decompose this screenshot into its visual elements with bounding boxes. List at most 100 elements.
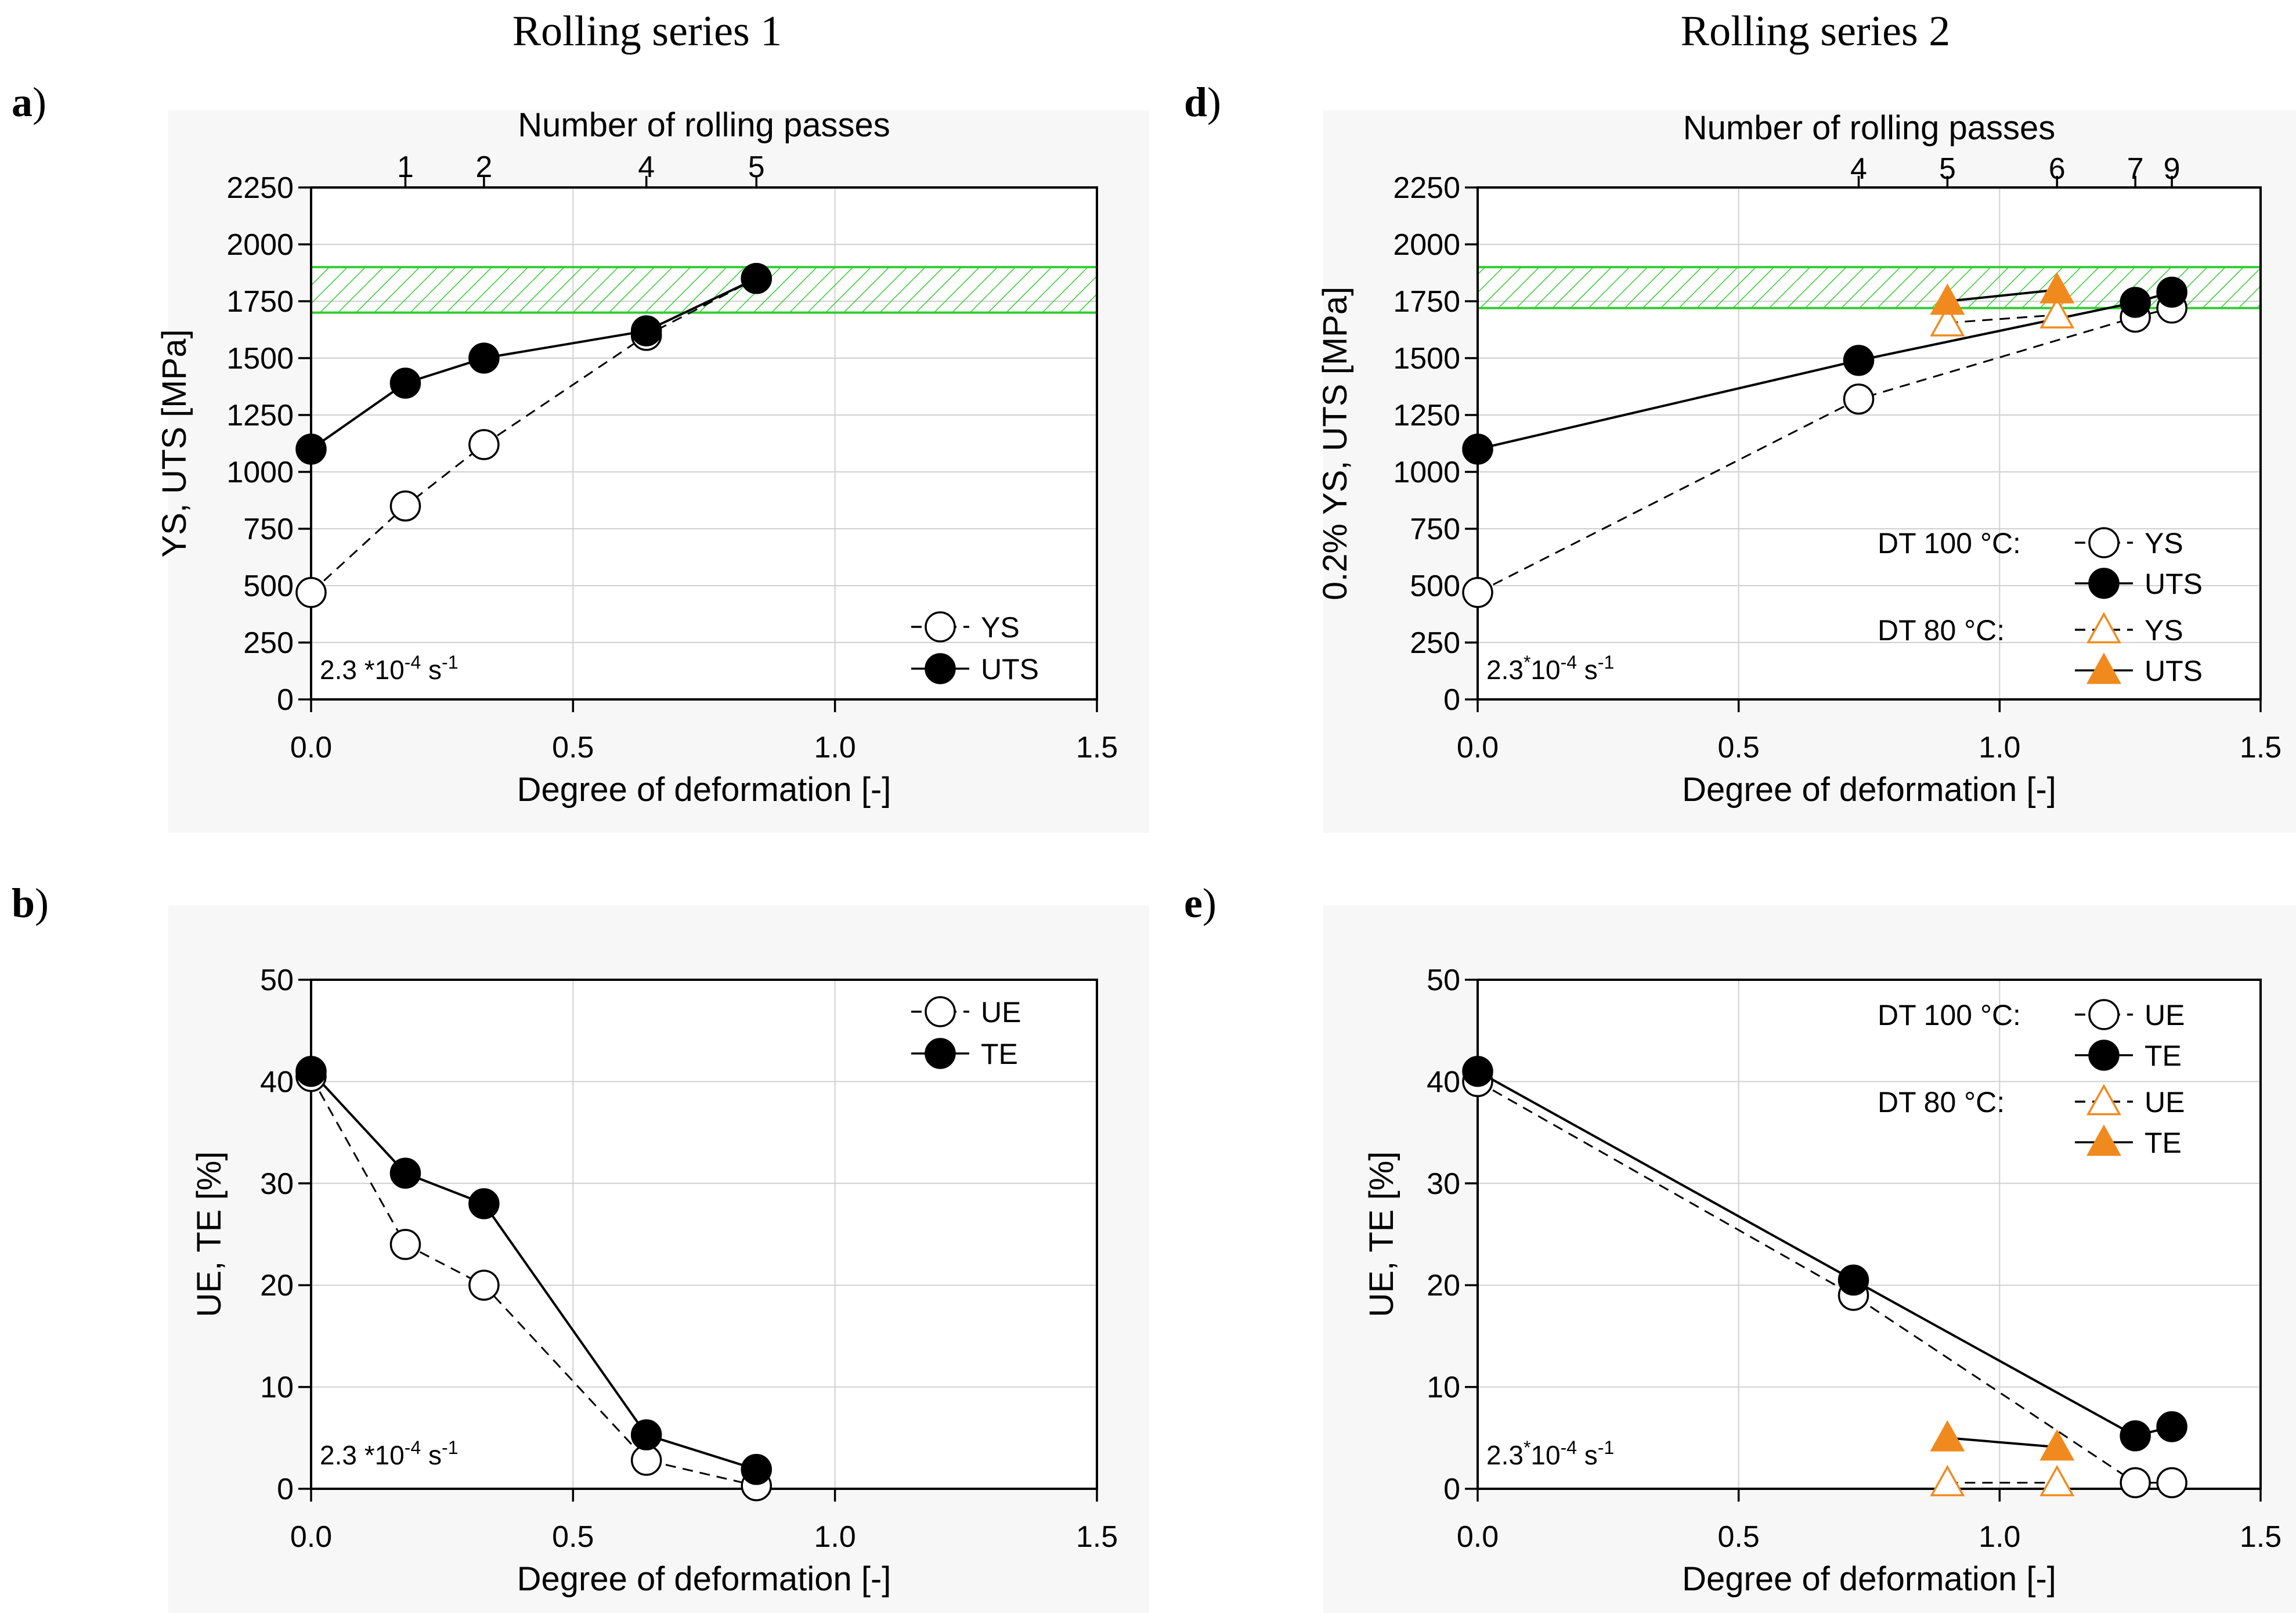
legend-marker-uts xyxy=(2088,568,2120,599)
strain-rate-part: -4 xyxy=(1561,652,1577,673)
y-tick-label: 10 xyxy=(260,1371,294,1405)
data-point-ys xyxy=(295,577,327,608)
y-tick-label: 2000 xyxy=(226,228,294,262)
strain-rate-part: * xyxy=(1524,1437,1530,1458)
x-tick-label: 0.5 xyxy=(552,1520,594,1554)
panel-letter-paren: ) xyxy=(1203,880,1216,926)
legend-label-ys: YS xyxy=(2145,527,2183,560)
y-tick-label: 1250 xyxy=(1393,399,1460,432)
header-rolling-series-1: Rolling series 1 xyxy=(512,8,782,55)
legend-group-label: DT 100 °C: xyxy=(1878,999,2021,1031)
x-tick-label: 1.5 xyxy=(1076,1520,1118,1554)
strain-rate-part: s xyxy=(421,1440,442,1470)
y-tick-label: 30 xyxy=(1427,1167,1460,1201)
data-point-ys xyxy=(389,490,421,522)
plot-area xyxy=(311,187,1097,699)
x-tick-label: 0.0 xyxy=(290,1520,332,1554)
x-tick-label: 0.5 xyxy=(1718,1520,1760,1554)
legend: UE TE xyxy=(911,996,1021,1070)
legend-label-ue: UE xyxy=(981,996,1021,1029)
top-tick-label: 4 xyxy=(638,150,655,184)
x-tick-label: 0.0 xyxy=(1457,731,1499,764)
y-tick-label: 1500 xyxy=(1393,342,1460,376)
panel-letter: b) xyxy=(12,880,49,926)
data-point-uts xyxy=(295,434,327,465)
data-point-uts xyxy=(2156,276,2187,308)
y-axis-label: UE, TE [%] xyxy=(190,1152,228,1318)
header-rolling-series-2: Rolling series 2 xyxy=(1681,8,1951,55)
legend-marker-ue xyxy=(2088,999,2120,1030)
x-tick-label: 1.0 xyxy=(814,731,856,764)
data-point-uts xyxy=(741,263,772,294)
x-tick-label: 1.0 xyxy=(814,1520,856,1554)
legend: DT 100 °C: UE TE DT 80 °C: UE TE xyxy=(1878,999,2185,1159)
series-line-ue xyxy=(1477,1081,2172,1484)
plot-area xyxy=(1478,980,2261,1489)
strain-rate-part: -4 xyxy=(405,652,421,673)
series-line-te xyxy=(1477,1070,2172,1437)
data-point-ue xyxy=(2156,1467,2187,1499)
x-tick-label: 1.5 xyxy=(1076,731,1118,764)
y-axis-label: YS, UTS [MPa] xyxy=(156,329,193,557)
data-point-uts xyxy=(1843,345,1875,376)
y-tick-label: 0 xyxy=(1443,683,1460,717)
data-point-te xyxy=(2120,1420,2151,1452)
x-tick-label: 0.0 xyxy=(290,731,332,764)
top-axis-label: Number of rolling passes xyxy=(1683,109,2056,147)
data-point-te xyxy=(2156,1411,2187,1442)
y-tick-label: 1000 xyxy=(1393,456,1460,489)
y-tick-label: 1500 xyxy=(226,342,294,376)
legend: DT 100 °C: YS UTS DT 80 °C: YS UTS xyxy=(1878,527,2203,687)
strain-rate-part: * xyxy=(1524,652,1530,673)
data-point-ue xyxy=(1930,1464,1965,1496)
strain-rate-label: 2.3 *10-4 s-1 xyxy=(320,652,458,685)
panel-b: b) 0.0 0.5 1.0 1.5 0 10 20 30 40 50 Degree of defor… xyxy=(12,880,1149,1613)
top-axis-label: Number of rolling passes xyxy=(518,106,890,144)
data-point-uts xyxy=(389,367,421,399)
strain-rate-part: s xyxy=(421,655,442,685)
y-tick-label: 500 xyxy=(1410,569,1460,603)
panel-letter-paren: ) xyxy=(35,880,49,926)
legend-marker-te xyxy=(2088,1040,2120,1071)
top-tick-label: 4 xyxy=(1850,152,1867,186)
legend-marker-te xyxy=(2086,1124,2121,1156)
legend-marker-te xyxy=(925,1038,956,1069)
strain-rate-label: 2.3*10-4 s-1 xyxy=(1486,652,1614,685)
strain-rate-part: -4 xyxy=(1561,1437,1577,1458)
series-line-uts xyxy=(1477,291,2172,450)
top-tick-label: 9 xyxy=(2164,152,2181,186)
strain-rate-part: s xyxy=(1577,1440,1598,1470)
data-point-te xyxy=(741,1453,772,1485)
legend-label-ys: YS xyxy=(2145,614,2183,647)
data-point-uts xyxy=(1462,434,1493,465)
data-point-ue xyxy=(389,1229,421,1260)
y-tick-label: 500 xyxy=(243,569,294,603)
series-line-uts xyxy=(1947,288,2057,302)
legend-label-uts: UTS xyxy=(2145,655,2203,687)
legend-label-ue: UE xyxy=(2145,1086,2185,1118)
strain-rate-part: -1 xyxy=(1598,1437,1614,1458)
data-point-ys xyxy=(1843,383,1875,415)
data-point-ue xyxy=(468,1269,500,1301)
legend-marker-ue xyxy=(2086,1084,2121,1116)
y-tick-label: 2250 xyxy=(1393,171,1460,205)
top-tick-label: 5 xyxy=(748,150,765,184)
y-tick-label: 1000 xyxy=(226,456,294,489)
x-axis-label: Degree of deformation [-] xyxy=(1682,1560,2056,1598)
strain-rate-part: -1 xyxy=(442,1437,458,1458)
top-tick-label: 7 xyxy=(2127,152,2144,186)
legend-group-label: DT 80 °C: xyxy=(1878,614,2005,647)
y-tick-label: 0 xyxy=(277,683,294,717)
y-tick-label: 2250 xyxy=(226,171,294,205)
data-point-te xyxy=(1462,1056,1493,1087)
panel-letter: a) xyxy=(12,79,46,125)
legend-marker-ue xyxy=(925,996,956,1027)
strain-rate-part: -4 xyxy=(405,1437,421,1458)
y-tick-label: 750 xyxy=(243,513,294,546)
legend-marker-uts xyxy=(925,653,956,684)
data-point-te xyxy=(2039,1429,2075,1461)
x-axis-label: Degree of deformation [-] xyxy=(517,1560,891,1598)
panel-d: d) 0.0 0.5 1.0 1.5 0 250 500 750 1000 1250 1500 1750… xyxy=(1184,79,2296,833)
legend-marker-uts xyxy=(2086,652,2121,684)
